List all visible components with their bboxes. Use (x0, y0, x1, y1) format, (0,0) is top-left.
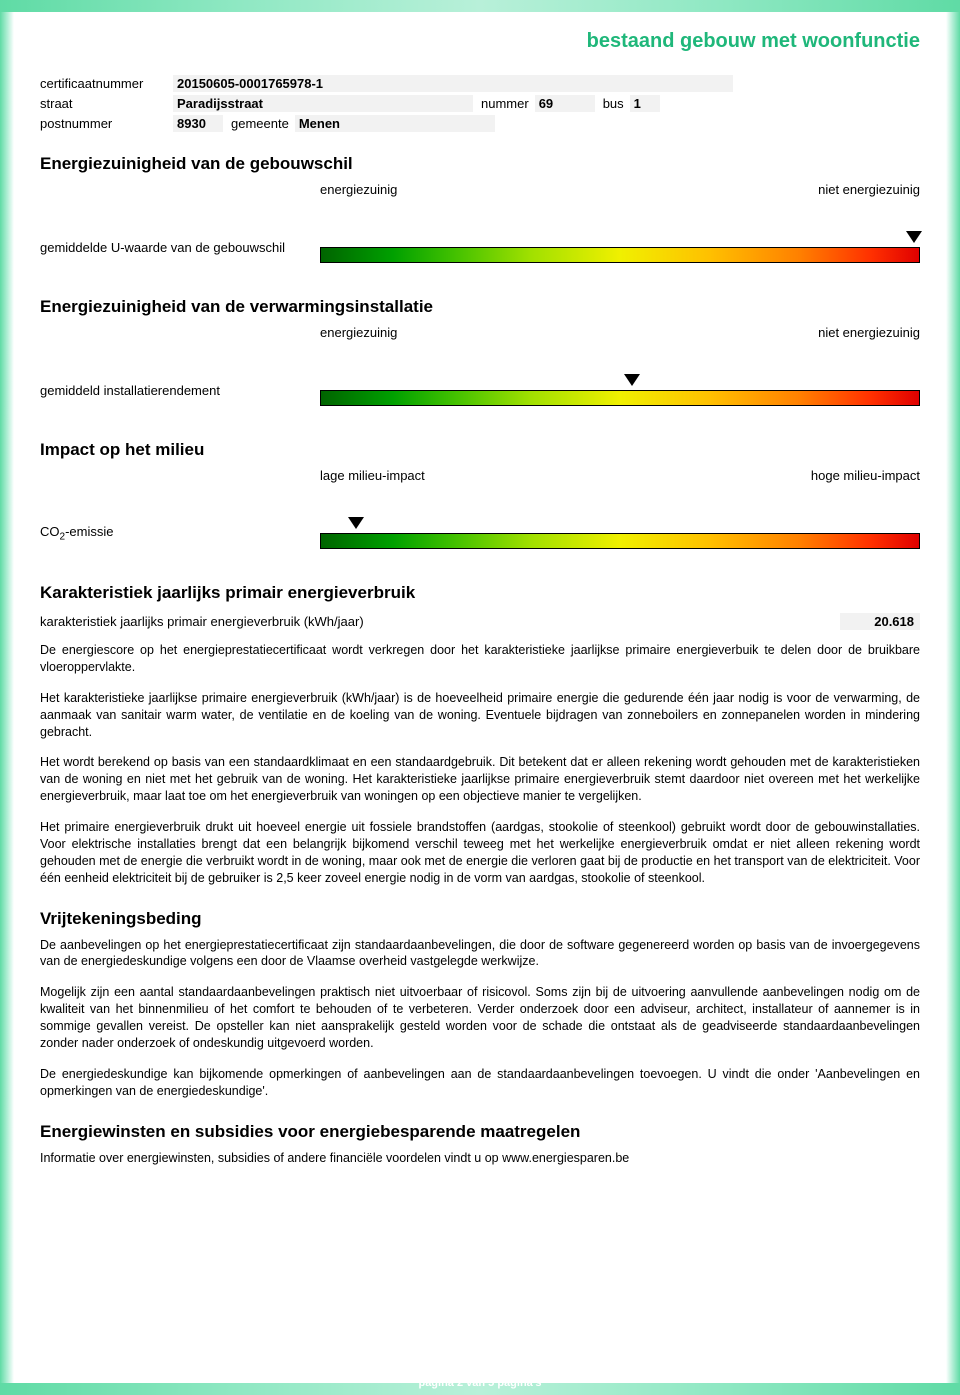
gemeente-value: Menen (295, 115, 495, 132)
s5-p3: De energiedeskundige kan bijkomende opme… (40, 1066, 920, 1100)
bus-label: bus (603, 96, 624, 111)
street-value: Paradijsstraat (173, 95, 473, 112)
s3-row-label: CO2-emissie (40, 524, 320, 543)
s4-p3: Het wordt berekend op basis van een stan… (40, 754, 920, 805)
s4-p1: De energiescore op het energieprestatiec… (40, 642, 920, 676)
kwh-label: karakteristiek jaarlijks primair energie… (40, 614, 364, 629)
number-label: nummer (481, 96, 529, 111)
s3-gradient-bar (320, 533, 920, 549)
s1-gradient-row: gemiddelde U-waarde van de gebouwschil (40, 231, 920, 263)
s1-gradient-bar (320, 247, 920, 263)
s3-right-label: hoge milieu-impact (811, 468, 920, 483)
cert-value: 20150605-0001765978-1 (173, 75, 733, 92)
kwh-value: 20.618 (840, 613, 920, 630)
s4-p2: Het karakteristieke jaarlijkse primaire … (40, 690, 920, 741)
post-value: 8930 (173, 115, 223, 132)
section-title-primair: Karakteristiek jaarlijks primair energie… (40, 583, 920, 603)
s1-left-label: energiezuinig (40, 182, 397, 197)
meta-row-cert: certificaatnummer 20150605-0001765978-1 (40, 75, 920, 92)
page-footer: pagina 2 van 5 pagina's (418, 1377, 541, 1389)
s3-gradient-row: CO2-emissie (40, 517, 920, 549)
s6-p1: Informatie over energiewinsten, subsidie… (40, 1150, 920, 1167)
s3-arrow-icon (348, 517, 364, 529)
s3-left-label: lage milieu-impact (40, 468, 425, 483)
street-label: straat (40, 96, 165, 111)
kwh-row: karakteristiek jaarlijks primair energie… (40, 613, 920, 630)
s2-arrow-icon (624, 374, 640, 386)
section-title-milieu: Impact op het milieu (40, 440, 920, 460)
section-title-gebouwschil: Energiezuinigheid van de gebouwschil (40, 154, 920, 174)
section-title-verwarming: Energiezuinigheid van de verwarmingsinst… (40, 297, 920, 317)
cert-label: certificaatnummer (40, 76, 165, 91)
s2-row-label: gemiddeld installatierendement (40, 383, 320, 398)
doc-title: bestaand gebouw met woonfunctie (40, 30, 920, 53)
s2-gradient-row: gemiddeld installatierendement (40, 374, 920, 406)
meta-row-street: straat Paradijsstraat nummer 69 bus 1 (40, 95, 920, 112)
s5-p2: Mogelijk zijn een aantal standaardaanbev… (40, 984, 920, 1052)
s1-arrow-icon (906, 231, 922, 243)
s1-row-label: gemiddelde U-waarde van de gebouwschil (40, 240, 320, 255)
s4-p4: Het primaire energieverbruik drukt uit h… (40, 819, 920, 887)
number-value: 69 (535, 95, 595, 112)
s5-p1: De aanbevelingen op het energieprestatie… (40, 937, 920, 971)
section-title-vrijtekening: Vrijtekeningsbeding (40, 909, 920, 929)
s2-left-label: energiezuinig (40, 325, 397, 340)
section-title-subsidies: Energiewinsten en subsidies voor energie… (40, 1122, 920, 1142)
s2-gradient-bar (320, 390, 920, 406)
s2-right-label: niet energiezuinig (818, 325, 920, 340)
meta-row-post: postnummer 8930 gemeente Menen (40, 115, 920, 132)
post-label: postnummer (40, 116, 165, 131)
s1-right-label: niet energiezuinig (818, 182, 920, 197)
gemeente-label: gemeente (231, 116, 289, 131)
bus-value: 1 (630, 95, 660, 112)
